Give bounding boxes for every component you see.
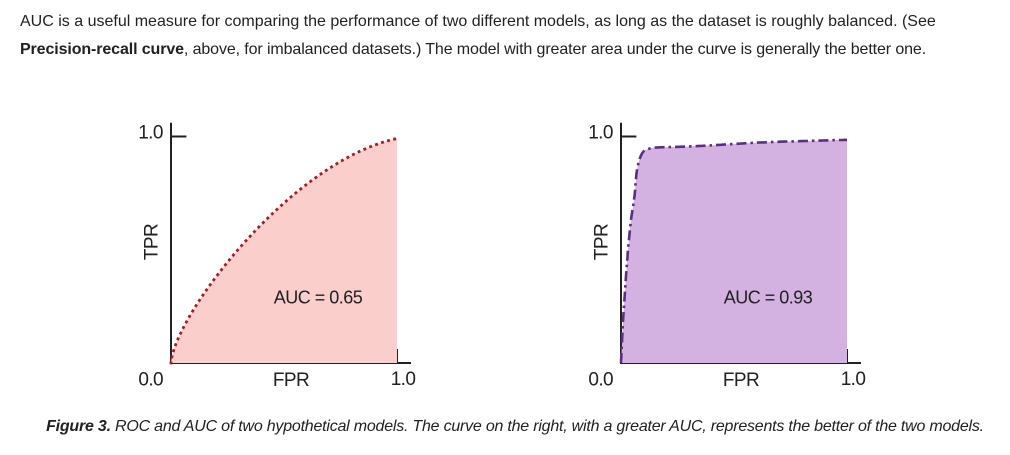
svg-text:AUC = 0.65: AUC = 0.65 [274,288,363,308]
svg-text:AUC = 0.93: AUC = 0.93 [724,288,813,308]
